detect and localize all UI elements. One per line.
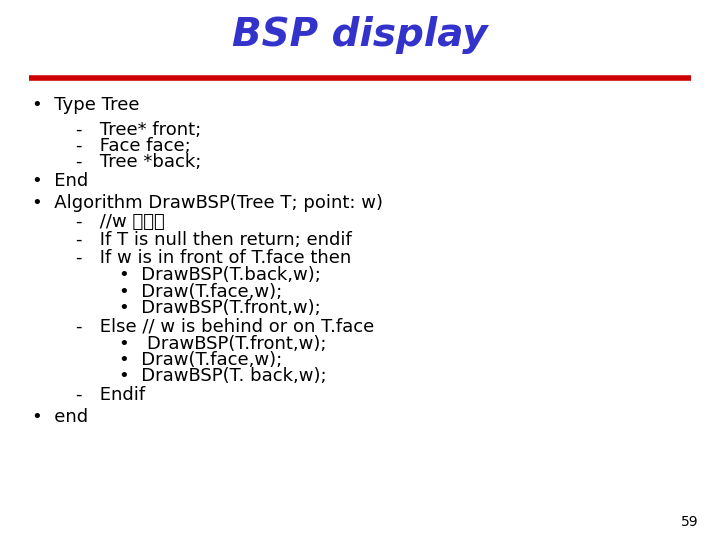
Text: -   Endif: - Endif	[76, 386, 145, 404]
Text: -   Face face;: - Face face;	[76, 137, 190, 155]
Text: •  Algorithm DrawBSP(Tree T; point: w): • Algorithm DrawBSP(Tree T; point: w)	[32, 193, 383, 212]
Text: •  Type Tree: • Type Tree	[32, 96, 140, 114]
Text: •  DrawBSP(T.back,w);: • DrawBSP(T.back,w);	[119, 266, 320, 285]
Text: •  Draw(T.face,w);: • Draw(T.face,w);	[119, 351, 282, 369]
Text: •  Draw(T.face,w);: • Draw(T.face,w);	[119, 282, 282, 301]
Text: -   Else // w is behind or on T.face: - Else // w is behind or on T.face	[76, 318, 374, 336]
Text: •  end: • end	[32, 408, 89, 426]
Text: -   If w is in front of T.face then: - If w is in front of T.face then	[76, 249, 351, 267]
Text: •  DrawBSP(T. back,w);: • DrawBSP(T. back,w);	[119, 367, 326, 386]
Text: -   //w 为视点: - //w 为视点	[76, 213, 164, 232]
Text: BSP display: BSP display	[232, 16, 488, 54]
Text: •  End: • End	[32, 172, 89, 190]
Text: -   If T is null then return; endif: - If T is null then return; endif	[76, 231, 351, 249]
Text: 59: 59	[681, 515, 698, 529]
Text: -   Tree *back;: - Tree *back;	[76, 153, 201, 171]
Text: •  DrawBSP(T.front,w);: • DrawBSP(T.front,w);	[119, 299, 320, 317]
Text: -   Tree* front;: - Tree* front;	[76, 120, 201, 139]
Text: •   DrawBSP(T.front,w);: • DrawBSP(T.front,w);	[119, 335, 326, 353]
